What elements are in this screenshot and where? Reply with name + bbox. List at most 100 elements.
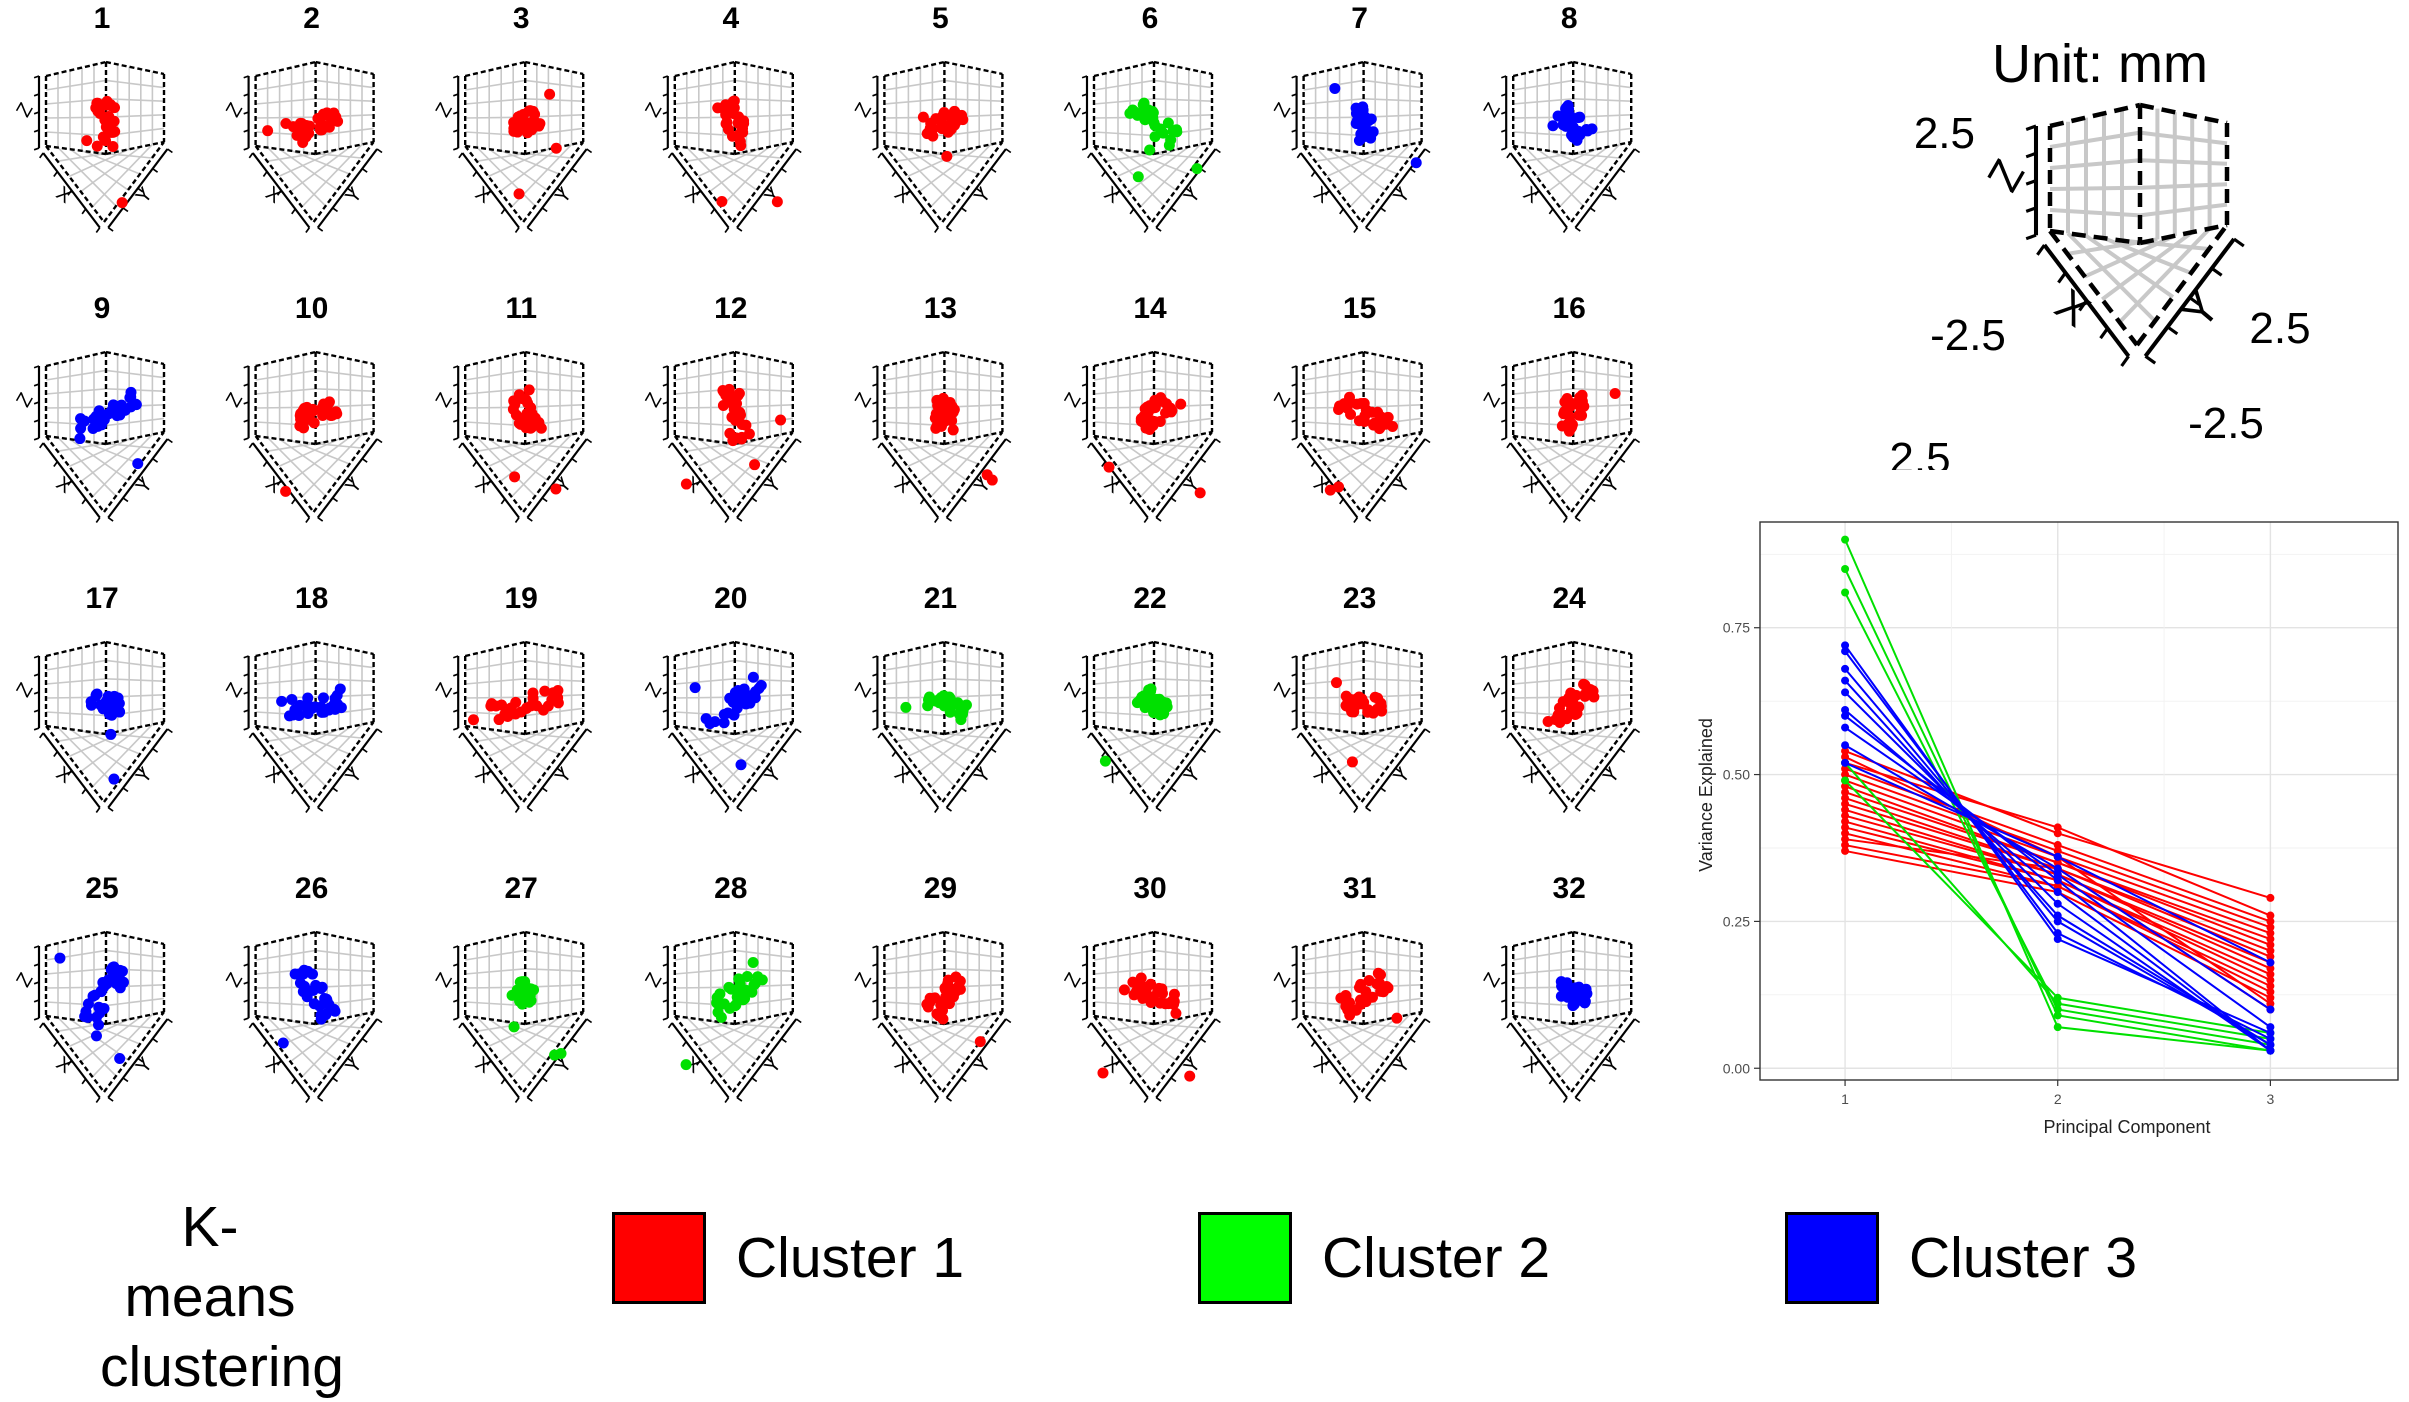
point: [954, 975, 966, 987]
point: [749, 686, 761, 698]
axis-label-y: Y: [1599, 473, 1624, 497]
axis-label-z: Z: [641, 679, 666, 701]
point: [1165, 134, 1177, 146]
series-point: [1841, 723, 1850, 732]
point: [300, 131, 312, 143]
chart-series: [1841, 535, 2275, 1055]
point: [1563, 410, 1575, 422]
axis-label-z: Z: [1480, 389, 1505, 411]
axis-label-z: Z: [432, 679, 457, 701]
axis-label-z: Z: [851, 389, 876, 411]
axis-label-x: X: [471, 762, 495, 788]
point: [550, 483, 562, 495]
point: [90, 410, 102, 422]
point: [932, 407, 944, 419]
point: [1368, 419, 1380, 431]
point: [1147, 112, 1159, 124]
panel-23: 23 Z X Y: [1270, 582, 1431, 813]
point: [102, 704, 114, 716]
point: [1175, 398, 1187, 410]
point: [724, 1002, 736, 1014]
point: [1145, 415, 1157, 427]
point: [1333, 481, 1345, 493]
axis-label-z: Z: [1480, 969, 1505, 991]
point: [1138, 101, 1150, 113]
point: [735, 433, 747, 445]
axis-label-y: Y: [132, 763, 157, 787]
axis-label-x: X: [1519, 762, 1543, 788]
series-point: [2053, 911, 2062, 920]
series-point: [2053, 917, 2062, 926]
point: [276, 695, 288, 707]
panel-title: 21: [924, 582, 957, 615]
point: [544, 88, 556, 100]
series-point: [1841, 747, 1850, 756]
axis-label-x: X: [471, 472, 495, 498]
panel-title: 8: [1561, 2, 1578, 35]
point: [1391, 1012, 1403, 1024]
series-point: [1841, 835, 1850, 844]
point: [736, 418, 748, 430]
legend-title-line2: clustering: [100, 1335, 344, 1399]
point: [722, 707, 734, 719]
legend-swatch-cluster-2: [1198, 1212, 1292, 1304]
axis-label-x: X: [1310, 1052, 1334, 1078]
point: [1330, 677, 1342, 689]
axis-label-y: Y: [761, 1053, 786, 1077]
series-point: [1841, 705, 1850, 714]
point: [82, 1011, 94, 1023]
point: [314, 113, 326, 125]
point: [1097, 1067, 1109, 1079]
point: [900, 701, 912, 713]
point: [1170, 1007, 1182, 1019]
series-point: [2053, 888, 2062, 897]
panel-title: 9: [94, 292, 111, 325]
point: [508, 1021, 520, 1033]
point: [315, 1013, 327, 1025]
panel-4: 4ZX Y: [641, 2, 802, 233]
series-point: [1841, 711, 1850, 720]
axis-label-x: X: [1310, 182, 1334, 208]
panel-21: 21 Z X Y: [851, 582, 1012, 813]
point: [1341, 998, 1353, 1010]
point: [1373, 977, 1385, 989]
point: [1324, 484, 1336, 496]
point: [1571, 707, 1583, 719]
point: [937, 1013, 949, 1025]
series-point: [1841, 758, 1850, 767]
axis-label-y: Y: [1389, 183, 1414, 207]
point: [294, 977, 306, 989]
point: [1159, 998, 1171, 1010]
point: [509, 398, 521, 410]
point: [1345, 694, 1357, 706]
point: [1375, 700, 1387, 712]
axis-label-z: Z: [1060, 969, 1085, 991]
axis-label-y: Y: [551, 183, 576, 207]
series-point: [2266, 917, 2275, 926]
point: [1118, 984, 1130, 996]
point: [749, 459, 761, 471]
point: [942, 974, 954, 986]
point: [1587, 685, 1599, 697]
point: [75, 422, 87, 434]
point: [317, 403, 329, 415]
point: [1361, 130, 1373, 142]
series-point: [2053, 829, 2062, 838]
point: [328, 701, 340, 713]
axis-label-x: X: [262, 762, 286, 788]
point: [926, 124, 938, 136]
point: [1542, 715, 1554, 727]
point: [1561, 977, 1573, 989]
series-point: [2266, 929, 2275, 938]
panel-title: 5: [932, 2, 949, 35]
point: [917, 111, 929, 123]
point: [110, 691, 122, 703]
point: [735, 409, 747, 421]
panel-9: 9 Z X Y: [12, 292, 173, 523]
point: [289, 704, 301, 716]
point: [102, 123, 114, 135]
point: [1375, 985, 1387, 997]
point: [938, 106, 950, 118]
panel-title: 17: [85, 582, 118, 615]
